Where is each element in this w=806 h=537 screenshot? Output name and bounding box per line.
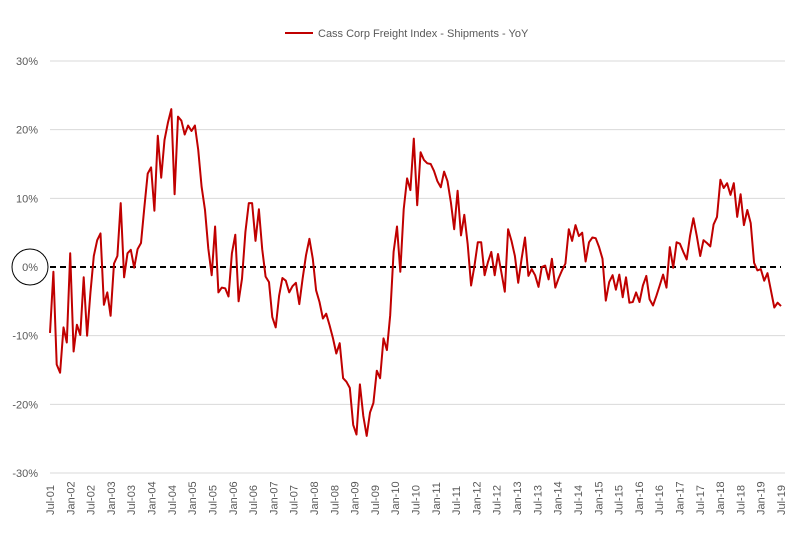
x-tick-label: Jul-02 (86, 485, 98, 515)
y-tick-label: 20% (16, 125, 38, 137)
x-tick-label: Jul-07 (289, 485, 301, 515)
x-tick-label: Jan-10 (390, 481, 402, 515)
y-tick-label: -20% (12, 399, 38, 411)
x-axis-tick-labels: Jul-01 Jan-02 Jul-02 Jan-03 Jul-03 Jan-04 Jul-… (45, 481, 788, 515)
y-tick-label: 0% (22, 262, 38, 274)
legend: Cass Corp Freight Index - Shipments - Yo… (285, 28, 529, 40)
x-tick-label: Jan-09 (350, 481, 362, 515)
x-tick-label: Jul-04 (167, 485, 179, 515)
x-tick-label: Jul-03 (126, 485, 138, 515)
x-tick-label: Jan-06 (228, 481, 240, 515)
x-tick-label: Jan-17 (674, 481, 686, 515)
x-tick-label: Jul-17 (695, 485, 707, 515)
x-tick-label: Jul-11 (451, 486, 463, 515)
x-tick-label: Jul-19 (776, 485, 788, 515)
x-tick-label: Jul-14 (573, 485, 585, 515)
x-tick-label: Jul-13 (532, 485, 544, 515)
x-tick-label: Jul-08 (329, 485, 341, 515)
x-tick-label: Jan-13 (512, 481, 524, 515)
y-tick-label: -30% (12, 468, 38, 480)
x-tick-label: Jan-08 (309, 481, 321, 515)
x-tick-label: Jan-14 (553, 481, 565, 515)
x-tick-label: Jan-11 (431, 482, 443, 515)
x-tick-label: Jul-05 (207, 485, 219, 515)
y-axis-tick-labels: 30% 20% 10% 0% -10% -20% -30% (12, 56, 38, 480)
y-tick-label: -10% (12, 331, 38, 343)
zero-label-highlight-circle (11, 248, 49, 286)
x-tick-label: Jan-15 (593, 481, 605, 515)
x-tick-label: Jan-18 (715, 481, 727, 515)
legend-label: Cass Corp Freight Index - Shipments - Yo… (318, 28, 529, 40)
x-tick-label: Jan-04 (147, 481, 159, 515)
x-tick-label: Jan-12 (471, 481, 483, 515)
x-tick-label: Jul-18 (735, 485, 747, 515)
x-tick-label: Jul-01 (45, 485, 57, 515)
x-tick-label: Jan-16 (634, 481, 646, 515)
x-tick-label: Jan-03 (106, 481, 118, 515)
series-line-shipments-yoy (49, 108, 782, 437)
x-tick-label: Jul-16 (654, 485, 666, 515)
y-tick-label: 10% (16, 193, 38, 205)
x-tick-label: Jul-15 (614, 485, 626, 515)
x-tick-label: Jul-12 (492, 485, 504, 515)
x-tick-label: Jan-05 (187, 481, 199, 515)
x-tick-label: Jan-19 (756, 481, 768, 515)
x-tick-label: Jul-10 (411, 485, 423, 515)
x-tick-label: Jul-06 (248, 485, 260, 515)
x-tick-label: Jan-07 (268, 481, 280, 515)
y-tick-label: 30% (16, 56, 38, 68)
x-tick-label: Jul-09 (370, 485, 382, 515)
x-tick-label: Jan-02 (65, 481, 77, 515)
